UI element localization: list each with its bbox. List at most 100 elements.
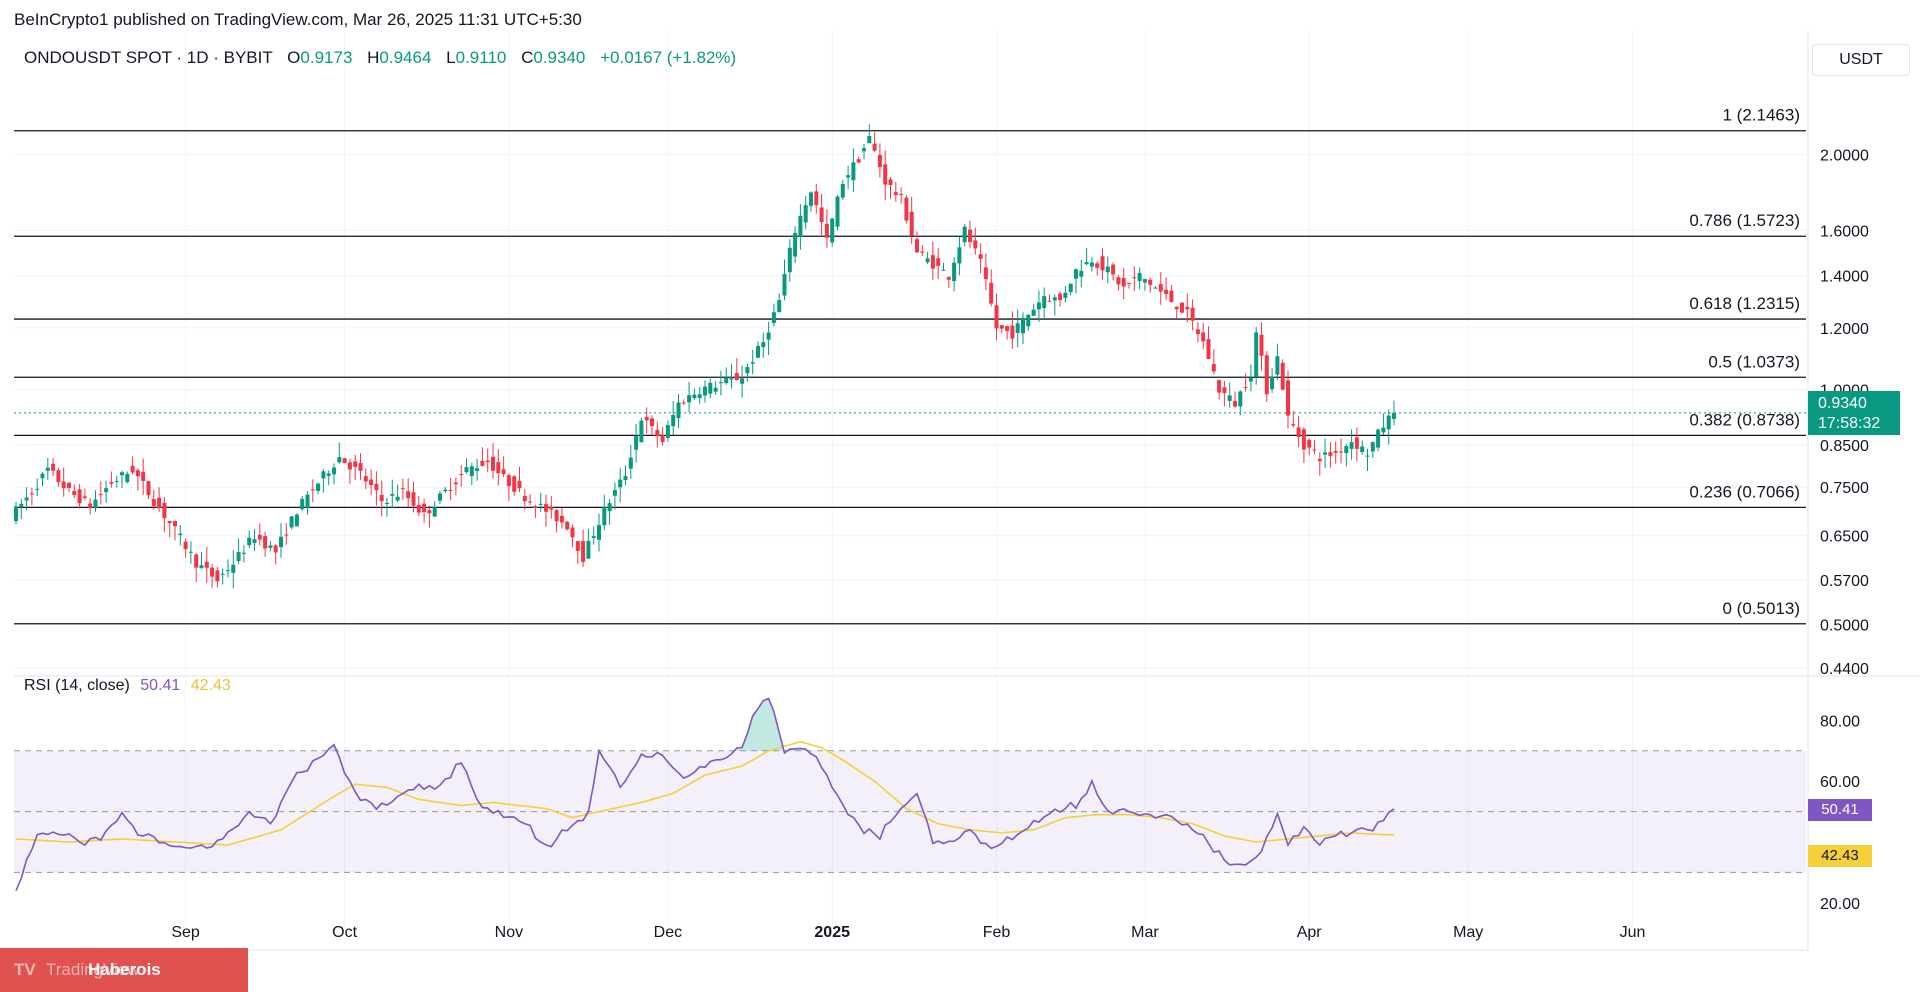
candle-body[interactable] [824, 223, 829, 238]
candle-body[interactable] [1354, 437, 1359, 449]
candle-body[interactable] [1259, 334, 1264, 356]
candle-body[interactable] [1063, 292, 1068, 298]
candle-body[interactable] [522, 496, 527, 502]
candle-body[interactable] [215, 570, 220, 582]
candle-body[interactable] [549, 506, 554, 510]
candle-body[interactable] [872, 143, 877, 151]
candle-body[interactable] [363, 476, 368, 482]
candle-body[interactable] [316, 483, 321, 491]
candle-body[interactable] [1339, 451, 1343, 453]
candle-body[interactable] [294, 514, 299, 527]
candle-body[interactable] [983, 267, 988, 280]
candle-body[interactable] [1084, 262, 1089, 265]
currency-selector[interactable]: USDT [1812, 44, 1910, 76]
candle-body[interactable] [862, 148, 866, 152]
candle-body[interactable] [846, 175, 851, 178]
candle-body[interactable] [342, 458, 347, 463]
candle-body[interactable] [1254, 332, 1259, 377]
candle-body[interactable] [1227, 395, 1232, 401]
candle-body[interactable] [273, 545, 278, 553]
candle-body[interactable] [628, 457, 633, 469]
candle-body[interactable] [226, 570, 230, 572]
candle-body[interactable] [432, 507, 437, 517]
candle-body[interactable] [1052, 297, 1057, 301]
candle-body[interactable] [597, 525, 601, 540]
candle-body[interactable] [326, 473, 331, 476]
candle-body[interactable] [1243, 387, 1248, 389]
candle-body[interactable] [554, 509, 559, 522]
candle-body[interactable] [93, 499, 98, 509]
candle-body[interactable] [220, 573, 225, 575]
candle-body[interactable] [915, 239, 919, 253]
candle-body[interactable] [1333, 450, 1338, 453]
candle-body[interactable] [607, 503, 612, 512]
candle-body[interactable] [1217, 380, 1222, 393]
candle-body[interactable] [35, 488, 40, 490]
candle-body[interactable] [1190, 307, 1195, 321]
rsi-ma-line[interactable] [15, 740, 1394, 846]
rsi-legend[interactable]: RSI (14, close) 50.41 42.43 [24, 677, 231, 695]
candle-body[interactable] [930, 255, 935, 269]
candle-body[interactable] [581, 541, 586, 562]
candle-body[interactable] [1323, 452, 1328, 455]
candle-body[interactable] [968, 229, 972, 243]
candle-body[interactable] [1312, 449, 1317, 451]
candle-body[interactable] [51, 463, 56, 471]
candle-body[interactable] [257, 534, 262, 540]
candle-body[interactable] [448, 489, 453, 492]
candle-body[interactable] [1047, 300, 1052, 302]
candle-body[interactable] [856, 159, 861, 163]
candle-body[interactable] [909, 211, 914, 236]
candle-body[interactable] [681, 402, 686, 404]
candle-body[interactable] [1328, 452, 1333, 456]
candle-body[interactable] [1074, 269, 1078, 279]
candle-body[interactable] [427, 510, 432, 514]
candle-body[interactable] [321, 471, 326, 479]
candle-body[interactable] [141, 471, 146, 481]
candle-body[interactable] [45, 467, 50, 471]
candle-body[interactable] [1095, 263, 1100, 268]
candle-body[interactable] [236, 552, 241, 561]
candle-body[interactable] [369, 479, 374, 485]
candle-body[interactable] [612, 489, 617, 496]
candle-body[interactable] [634, 435, 639, 450]
candle-body[interactable] [438, 493, 442, 501]
candle-body[interactable] [130, 465, 135, 473]
candle-body[interactable] [183, 541, 188, 550]
candle-body[interactable] [718, 382, 723, 384]
candle-body[interactable] [1010, 325, 1015, 339]
candle-body[interactable] [851, 162, 856, 181]
candle-body[interactable] [1089, 262, 1094, 267]
candle-body[interactable] [109, 482, 114, 484]
candle-body[interactable] [77, 489, 82, 504]
candle-body[interactable] [67, 482, 71, 488]
candle-body[interactable] [374, 483, 379, 491]
candle-body[interactable] [1360, 446, 1365, 452]
candle-body[interactable] [1169, 290, 1174, 303]
candle-body[interactable] [793, 232, 798, 257]
candle-body[interactable] [475, 468, 480, 472]
candle-body[interactable] [978, 254, 983, 259]
candle-body[interactable] [199, 565, 204, 569]
candle-body[interactable] [263, 536, 268, 549]
candle-body[interactable] [1248, 377, 1253, 382]
candle-body[interactable] [157, 497, 162, 509]
candle-body[interactable] [1185, 306, 1190, 310]
candle-body[interactable] [644, 416, 649, 421]
candle-body[interactable] [586, 540, 591, 559]
candle-body[interactable] [1042, 296, 1047, 309]
candle-body[interactable] [893, 192, 898, 196]
candle-body[interactable] [1317, 458, 1322, 462]
candle-body[interactable] [676, 402, 681, 419]
symbol-legend[interactable]: ONDOUSDT SPOT · 1D · BYBIT O0.9173 H0.94… [24, 48, 736, 68]
candle-body[interactable] [708, 382, 713, 394]
candle-body[interactable] [803, 205, 808, 223]
candle-body[interactable] [162, 502, 167, 519]
candle-body[interactable] [464, 467, 469, 473]
candle-body[interactable] [1238, 391, 1243, 407]
candle-body[interactable] [517, 480, 522, 489]
candle-body[interactable] [687, 395, 692, 403]
candle-body[interactable] [501, 469, 506, 475]
candle-body[interactable] [1233, 401, 1237, 407]
candle-body[interactable] [777, 300, 782, 313]
